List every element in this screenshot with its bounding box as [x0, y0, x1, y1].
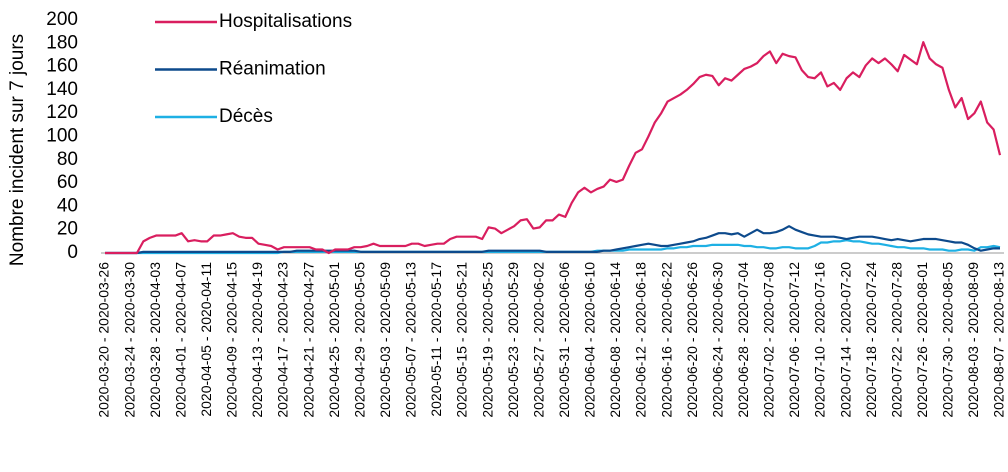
x-tick-label: 2020-05-31 - 2020-06-06	[556, 262, 572, 418]
x-tick-label: 2020-08-07 - 2020-08-13	[991, 262, 1007, 418]
x-tick-label: 2020-04-21 - 2020-04-27	[300, 262, 316, 418]
x-tick-label: 2020-03-20 - 2020-03-26	[96, 262, 112, 418]
y-tick-label: 80	[57, 149, 78, 170]
x-tick-label: 2020-07-22 - 2020-07-28	[888, 262, 904, 418]
y-tick-label: 160	[46, 56, 78, 77]
x-tick-label: 2020-05-19 - 2020-05-25	[479, 262, 495, 418]
x-tick-label: 2020-07-18 - 2020-07-24	[863, 262, 879, 418]
y-tick-label: 60	[57, 172, 78, 193]
legend-label: Réanimation	[219, 59, 326, 80]
x-tick-label: 2020-06-04 - 2020-06-10	[582, 262, 598, 418]
y-tick-label: 120	[46, 102, 78, 123]
x-tick-label: 2020-06-08 - 2020-06-14	[607, 262, 623, 418]
x-tick-label: 2020-03-24 - 2020-03-30	[121, 262, 137, 418]
x-tick-label: 2020-06-24 - 2020-06-30	[709, 262, 725, 418]
x-tick-label: 2020-08-03 - 2020-08-09	[965, 262, 981, 418]
x-tick-label: 2020-05-27 - 2020-06-02	[530, 262, 546, 418]
legend-label: Hospitalisations	[219, 11, 352, 32]
x-tick-label: 2020-07-02 - 2020-07-08	[761, 262, 777, 418]
y-tick-label: 20	[57, 219, 78, 240]
series-line	[105, 225, 1000, 255]
x-tick-label: 2020-07-06 - 2020-07-12	[786, 262, 802, 418]
series-line	[105, 41, 1002, 255]
x-tick-label: 2020-05-11 - 2020-05-17	[428, 262, 444, 417]
y-tick-label: 0	[67, 242, 78, 263]
x-tick-label: 2020-06-20 - 2020-06-26	[684, 262, 700, 418]
x-tick-label: 2020-04-13 - 2020-04-19	[249, 262, 265, 418]
x-tick-label: 2020-05-03 - 2020-05-09	[377, 262, 393, 418]
x-tick-label: 2020-03-28 - 2020-04-03	[147, 262, 163, 418]
x-tick-label: 2020-05-07 - 2020-05-13	[403, 262, 419, 418]
x-tick-label: 2020-06-16 - 2020-06-22	[658, 262, 674, 418]
x-tick-label: 2020-04-17 - 2020-04-23	[275, 262, 291, 418]
x-tick-label: 2020-07-30 - 2020-08-05	[940, 262, 956, 418]
y-tick-label: 140	[46, 79, 78, 100]
x-tick-label: 2020-04-05 - 2020-04-11	[198, 262, 214, 417]
x-tick-label: 2020-04-09 - 2020-04-15	[224, 262, 240, 418]
x-tick-label: 2020-07-14 - 2020-07-20	[837, 262, 853, 418]
x-tick-label: 2020-07-26 - 2020-08-01	[914, 262, 930, 418]
x-tick-label: 2020-04-25 - 2020-05-01	[326, 262, 342, 418]
y-tick-label: 180	[46, 32, 78, 53]
x-tick-label: 2020-04-29 - 2020-05-05	[351, 262, 367, 418]
x-tick-label: 2020-06-28 - 2020-07-04	[735, 262, 751, 418]
x-tick-label: 2020-07-10 - 2020-07-16	[812, 262, 828, 418]
y-tick-label: 100	[46, 126, 78, 147]
x-tick-label: 2020-06-12 - 2020-06-18	[633, 262, 649, 418]
x-tick-label: 2020-04-01 - 2020-04-07	[172, 262, 188, 418]
legend-label: Décès	[219, 106, 273, 127]
x-tick-label: 2020-05-15 - 2020-05-21	[454, 262, 470, 418]
y-axis-label: Nombre incident sur 7 jours	[7, 34, 28, 266]
y-tick-label: 40	[57, 195, 78, 216]
y-tick-label: 200	[46, 9, 78, 30]
x-tick-label: 2020-05-23 - 2020-05-29	[505, 262, 521, 418]
